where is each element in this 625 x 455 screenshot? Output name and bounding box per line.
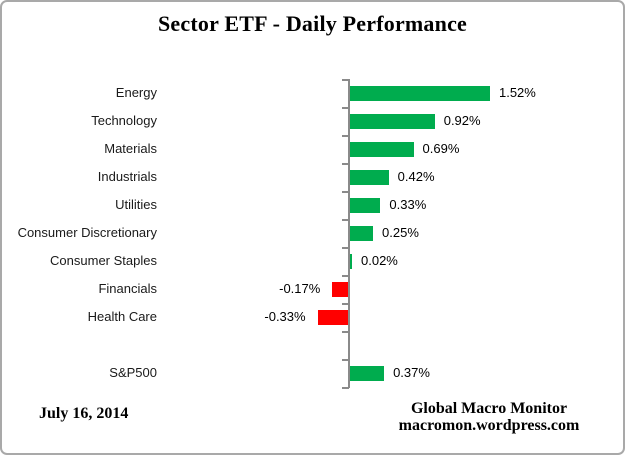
bar-negative [317,309,348,325]
source-name: Global Macro Monitor [410,400,568,417]
bar-positive [350,141,414,157]
value-label: 0.37% [393,365,430,380]
category-label: Technology [91,113,157,128]
value-label: 0.33% [389,197,427,212]
value-label: 0.69% [422,141,460,156]
axis-tick [342,219,349,221]
category-label: Energy [115,85,157,100]
value-label: 0.25% [382,225,419,240]
category-label: Materials [104,141,157,156]
source-url: macromon.wordpress.com [398,417,580,434]
category-axis-line [348,79,350,388]
category-label: Utilities [115,197,157,212]
bar-negative [332,281,348,297]
category-label: Financials [98,281,157,296]
category-label: Consumer Staples [50,253,157,268]
bar-positive [350,253,352,269]
category-label: Consumer Discretionary [17,225,157,240]
axis-tick [342,359,349,361]
category-label: Industrials [97,169,157,184]
bar-positive [350,197,381,213]
value-label: -0.17% [279,281,321,296]
category-label: S&P500 [109,365,157,380]
axis-tick [342,331,349,333]
value-label: -0.33% [264,309,306,324]
bar-positive [350,85,490,101]
axis-tick [342,135,349,137]
axis-tick [342,303,349,305]
footer-date: July 16, 2014 [39,405,129,422]
axis-tick [342,275,349,277]
category-label: Health Care [87,309,157,324]
value-label: 0.02% [361,253,398,268]
bar-positive [350,113,435,129]
axis-tick [342,79,349,81]
value-label: 1.52% [498,85,536,100]
value-label: 0.92% [443,113,481,128]
axis-tick [342,191,349,193]
axis-tick [342,387,349,389]
bar-positive [350,365,385,381]
bar-positive [350,225,374,241]
bar-positive [350,169,389,185]
axis-tick [342,107,349,109]
axis-tick [342,247,349,249]
chart-title: Sector ETF - Daily Performance [157,11,467,36]
source-credit: Global Macro Monitor macromon.wordpress.… [394,400,584,434]
value-label: 0.42% [397,169,435,184]
axis-tick [342,163,349,165]
